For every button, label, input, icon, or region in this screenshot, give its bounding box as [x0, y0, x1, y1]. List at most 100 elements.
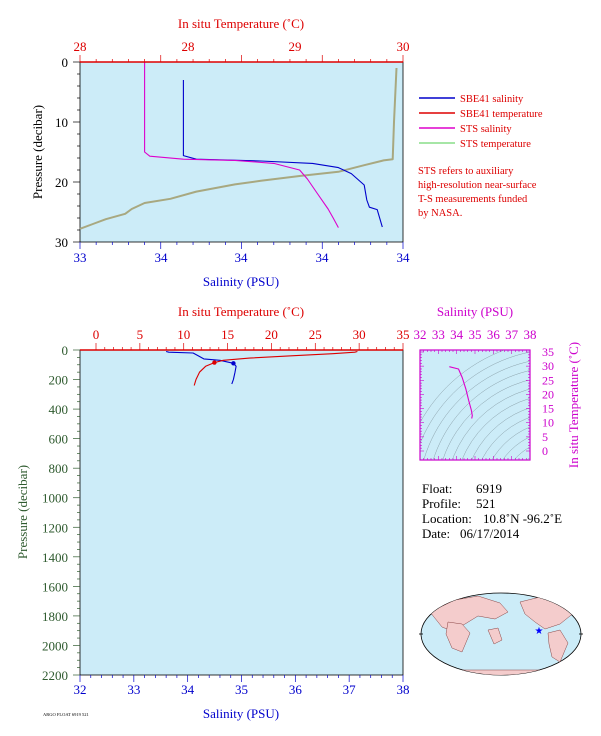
profile-info-value: 521 [476, 496, 496, 511]
bottom-panel: In situ Temperature (˚C) Salinity (PSU) … [15, 304, 410, 721]
ts-temp-tick: 0 [542, 444, 548, 458]
density-contour [423, 360, 530, 460]
bottom-temp-tick: 5 [137, 327, 144, 342]
top-salinity-axis-label: Salinity (PSU) [203, 274, 279, 289]
density-contour [442, 379, 530, 460]
top-plot-area [79, 61, 404, 243]
bottom-temp-tick: 30 [353, 327, 366, 342]
ts-sal-tick: 34 [450, 327, 464, 342]
legend-label-sts-temperature: STS temperature [460, 139, 531, 150]
bottom-sal-tick: 32 [74, 682, 87, 697]
ts-temp-tick: 5 [542, 430, 548, 444]
bottom-sal-tick: 37 [343, 682, 357, 697]
density-contour [491, 426, 530, 460]
top-sal-tick: 34 [235, 250, 249, 265]
ts-temp-tick: 35 [542, 345, 554, 359]
bottom-temperature-axis-label: In situ Temperature (˚C) [178, 304, 304, 319]
bottom-press-tick: 1200 [42, 520, 68, 535]
bottom-press-tick: 2000 [42, 638, 68, 653]
float-location-marker-icon: ★ [535, 626, 544, 637]
density-contour [420, 350, 506, 424]
float-info-value: 6919 [476, 481, 502, 496]
bottom-press-tick: 1000 [42, 491, 68, 506]
top-temp-tick: 30 [397, 39, 410, 54]
ts-sal-tick: 33 [432, 327, 445, 342]
density-contour [471, 407, 530, 460]
legend-label-sbe41-temperature: SBE41 temperature [460, 109, 543, 120]
africa-land [445, 621, 471, 653]
bottom-press-tick: 2200 [42, 668, 68, 683]
bottom-sbe41-temperature-line [193, 350, 358, 386]
ts-temperature-axis-label: In situ Temperature (˚C) [566, 342, 581, 468]
density-contour [432, 370, 530, 460]
legend-note-line: T-S measurements funded [418, 194, 528, 205]
ts-sal-tick: 37 [505, 327, 519, 342]
ts-temp-tick: 10 [542, 416, 554, 430]
bottom-temp-tick: 15 [221, 327, 234, 342]
profile-marker [231, 361, 236, 366]
legend-note-line: STS refers to auxiliary [418, 166, 514, 177]
ts-temp-tick: 25 [542, 373, 554, 387]
ts-plot-area [419, 349, 531, 461]
legend-label-sbe41-salinity: SBE41 salinity [460, 94, 524, 105]
bottom-sbe41-salinity-line [165, 350, 237, 385]
ts-series [449, 366, 473, 419]
density-contour [526, 466, 560, 500]
bottom-plot-area [79, 349, 404, 676]
bottom-sal-tick: 34 [181, 682, 195, 697]
bottom-press-tick: 800 [49, 461, 69, 476]
legend: SBE41 salinity SBE41 temperature STS sal… [418, 94, 543, 219]
density-contour [481, 417, 530, 460]
density-contour [502, 436, 530, 460]
date-info-key: Date: [422, 526, 450, 541]
bottom-sal-tick: 33 [127, 682, 140, 697]
australia-land [487, 627, 503, 645]
bottom-sal-tick: 35 [235, 682, 248, 697]
top-temp-tick: 28 [182, 39, 195, 54]
density-contour [461, 398, 530, 460]
bottom-temp-tick: 20 [265, 327, 278, 342]
ts-salinity-axis-label: Salinity (PSU) [437, 304, 513, 319]
ts-temp-tick: 15 [542, 402, 554, 416]
footer-text: ARGO FLOAT 6919 521 [43, 712, 89, 717]
bottom-sal-tick: 36 [289, 682, 303, 697]
bottom-pressure-ticks: 0 200 400 600 800 1000 1200 1400 1600 1800 2000 220… [42, 343, 68, 683]
bottom-press-tick: 1800 [42, 609, 68, 624]
legend-note-line: high-resolution near-surface [418, 180, 537, 191]
ts-sal-tick: 35 [469, 327, 482, 342]
bottom-temp-tick: 25 [309, 327, 322, 342]
float-info: Float: 6919 Profile: 521 Location: 10.8˚… [422, 481, 562, 541]
top-sal-tick: 34 [316, 250, 330, 265]
bottom-press-tick: 0 [62, 343, 69, 358]
bottom-press-tick: 1400 [42, 550, 68, 565]
bottom-salinity-axis-label: Salinity (PSU) [203, 706, 279, 721]
ts-sal-tick: 38 [524, 327, 537, 342]
top-press-tick: 0 [62, 55, 69, 70]
top-temperature-ticks: 28 28 29 30 [74, 39, 410, 54]
float-info-key: Float: [422, 481, 452, 496]
ts-sal-tick: 32 [414, 327, 427, 342]
top-panel: In situ Temperature (˚C) Salinity (PSU) … [30, 16, 410, 289]
ts-salinity-ticks: 32 33 34 35 36 37 38 [414, 327, 537, 342]
ts-curve-line [449, 366, 473, 419]
bottom-press-tick: 600 [49, 432, 69, 447]
ts-axes [419, 350, 531, 460]
top-pressure-ticks: 0 10 20 30 [55, 55, 68, 250]
location-info-value: 10.8˚N -96.2˚E [483, 511, 562, 526]
density-contour [535, 475, 560, 500]
top-sal-tick: 34 [397, 250, 411, 265]
top-sts-salinity-line [144, 62, 339, 228]
density-contour [517, 457, 560, 500]
bottom-pressure-axis-label: Pressure (decibar) [15, 465, 30, 559]
legend-label-sts-salinity: STS salinity [460, 124, 512, 135]
ts-density-contours [420, 350, 560, 500]
ts-temp-tick: 30 [542, 359, 554, 373]
bottom-press-tick: 400 [49, 402, 69, 417]
bottom-temp-tick: 10 [177, 327, 190, 342]
profile-info-key: Profile: [422, 496, 461, 511]
date-info-value: 06/17/2014 [460, 526, 520, 541]
top-pressure-axis-label: Pressure (decibar) [30, 105, 45, 199]
world-map: ★ [419, 592, 583, 676]
